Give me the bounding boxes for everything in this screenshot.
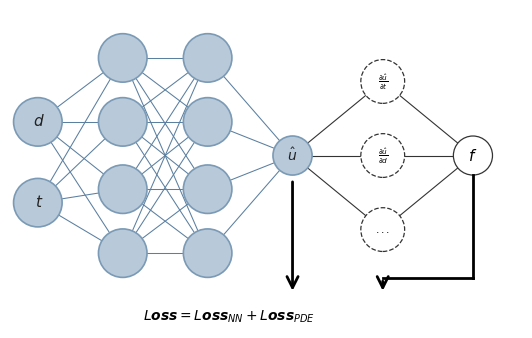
Ellipse shape <box>98 34 147 82</box>
Ellipse shape <box>184 34 232 82</box>
Text: $\boldsymbol{\mathit{L}oss} = \boldsymbol{\mathit{L}oss}_{NN} + \boldsymbol{\mat: $\boldsymbol{\mathit{L}oss} = \boldsymbo… <box>143 309 315 325</box>
Text: $...$: $...$ <box>375 224 390 235</box>
Text: $\frac{\partial \hat{u}}{\partial t}$: $\frac{\partial \hat{u}}{\partial t}$ <box>378 71 388 92</box>
Ellipse shape <box>13 178 62 227</box>
Ellipse shape <box>98 229 147 277</box>
Ellipse shape <box>361 59 405 103</box>
Text: d: d <box>33 114 43 129</box>
Text: $f$: $f$ <box>468 147 478 164</box>
Ellipse shape <box>184 165 232 213</box>
Ellipse shape <box>98 165 147 213</box>
Ellipse shape <box>273 136 312 175</box>
Ellipse shape <box>184 98 232 146</box>
Ellipse shape <box>13 98 62 146</box>
Ellipse shape <box>361 208 405 251</box>
Text: $\frac{\partial \hat{u}}{\partial d}$: $\frac{\partial \hat{u}}{\partial d}$ <box>378 145 388 166</box>
Text: t: t <box>35 195 41 210</box>
Text: $\hat{u}$: $\hat{u}$ <box>287 147 297 164</box>
Ellipse shape <box>453 136 493 175</box>
Ellipse shape <box>184 229 232 277</box>
Ellipse shape <box>361 134 405 177</box>
Ellipse shape <box>98 98 147 146</box>
